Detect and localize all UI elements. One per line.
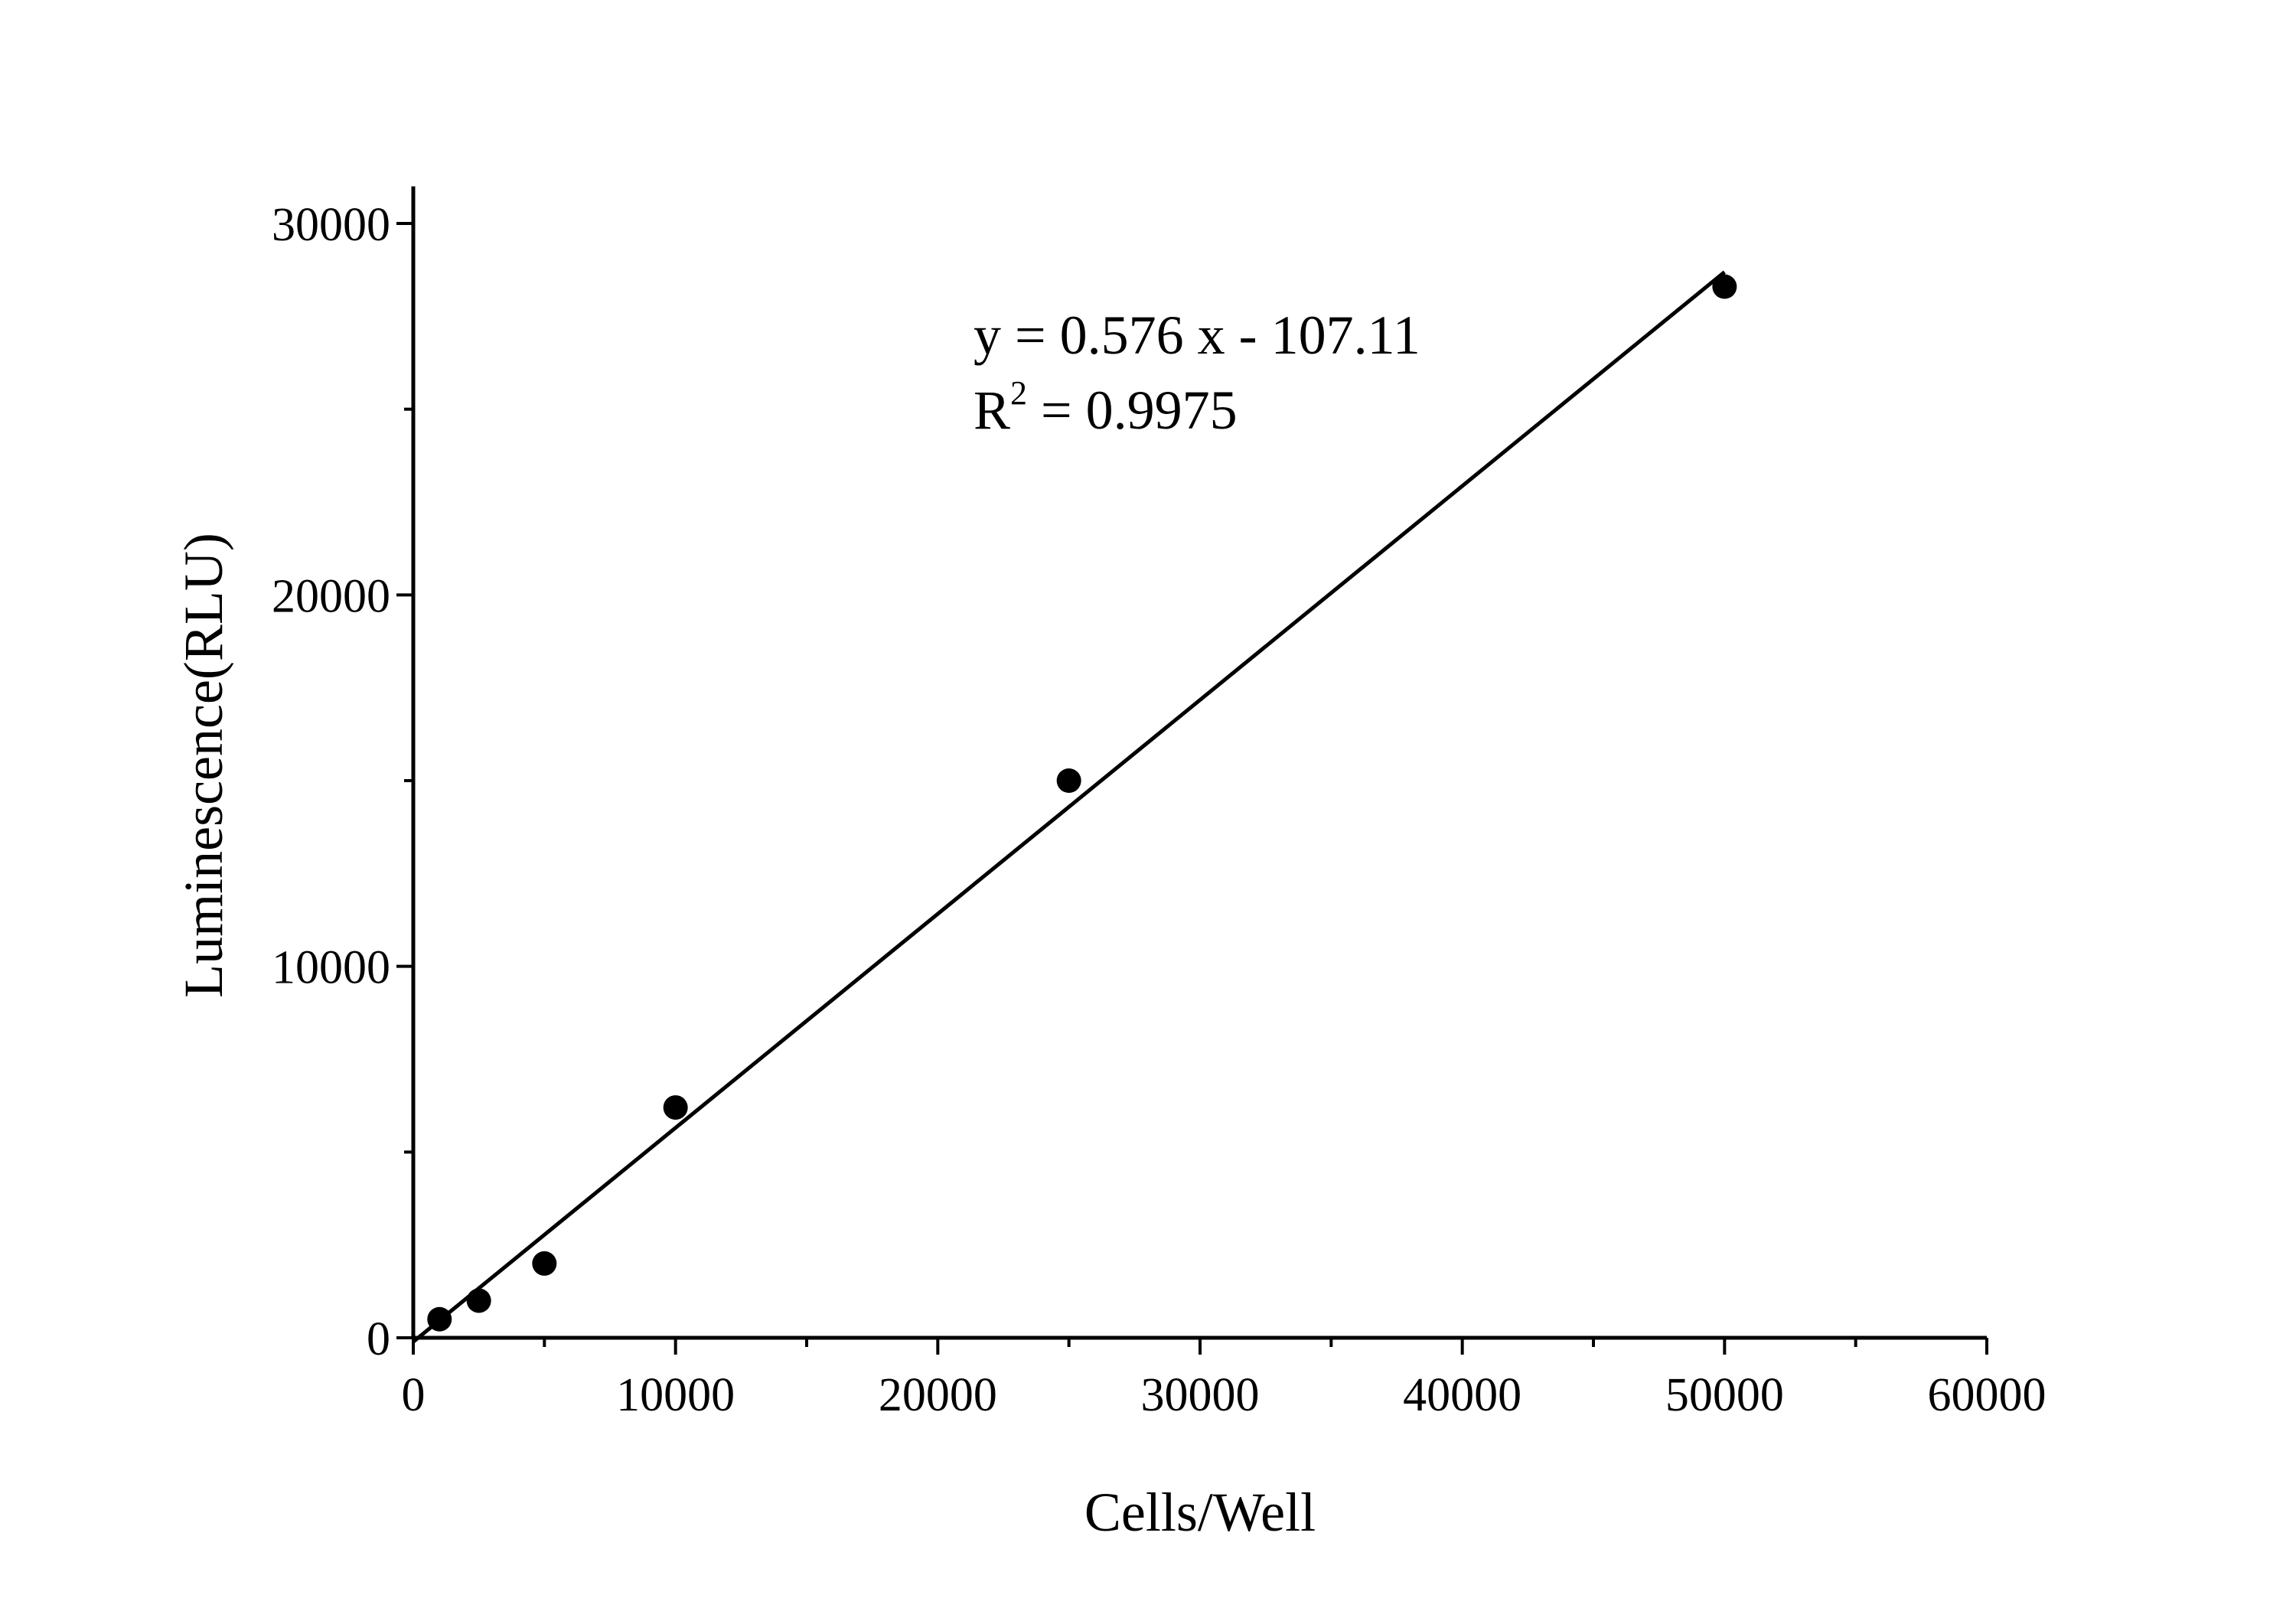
- x-tick-label: 50000: [1665, 1369, 1784, 1421]
- fit-line: [412, 270, 1726, 1344]
- fit-equation: y = 0.576 x - 107.11: [974, 305, 1420, 366]
- data-point: [427, 1306, 452, 1332]
- r-squared: R2 = 0.9975: [974, 374, 1238, 441]
- x-tick-label: 0: [402, 1369, 426, 1421]
- y-tick-label: 10000: [272, 942, 390, 994]
- data-point: [532, 1251, 557, 1276]
- ticks: 0 10000 20000 30000 40000 50000 60000 0 10000 200…: [272, 199, 2047, 1421]
- r-squared-prefix: R: [974, 380, 1010, 441]
- x-tick-label: 10000: [616, 1369, 735, 1421]
- x-tick-label: 40000: [1403, 1369, 1521, 1421]
- x-tick-label: 60000: [1928, 1369, 2047, 1421]
- data-point: [1712, 274, 1737, 299]
- x-tick-label: 30000: [1141, 1369, 1260, 1421]
- x-tick-label: 20000: [879, 1369, 997, 1421]
- data-point: [466, 1288, 491, 1313]
- marks: [412, 270, 1737, 1344]
- y-axis-label: Luminescence(RLU): [173, 533, 234, 998]
- data-point: [1056, 768, 1081, 793]
- y-tick-label: 0: [367, 1313, 390, 1365]
- r-squared-sup: 2: [1010, 374, 1027, 412]
- y-tick-label: 20000: [272, 570, 390, 622]
- data-point: [663, 1095, 688, 1120]
- y-tick-label: 30000: [272, 199, 390, 251]
- x-axis-label: Cells/Well: [1084, 1482, 1316, 1543]
- r-squared-value: = 0.9975: [1027, 380, 1238, 441]
